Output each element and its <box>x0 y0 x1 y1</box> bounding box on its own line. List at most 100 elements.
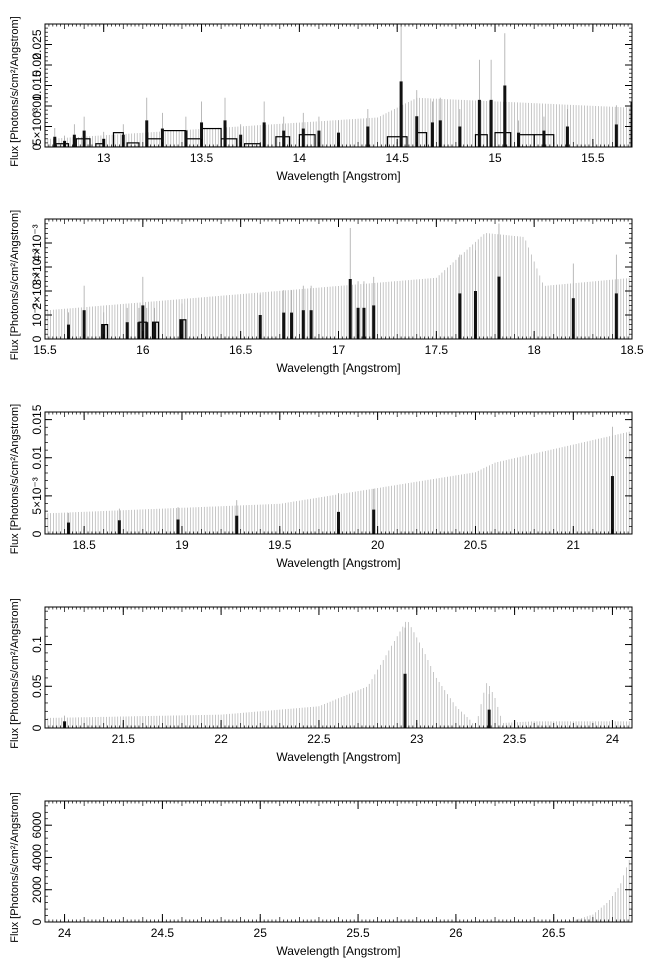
model-line <box>489 99 493 147</box>
model-line <box>301 310 305 339</box>
y-tick-label: 4000 <box>30 844 44 871</box>
x-tick-label: 21.5 <box>112 732 136 746</box>
spectrum-panel-3: 18.5 19 19.5 20 20.5 21 0 5×10⁻³ 0.01 0.015 Wavele… <box>9 404 633 570</box>
y-tick-label: 0.05 <box>30 674 44 698</box>
y-tick-label: 2×10⁻³ <box>30 272 44 309</box>
x-tick-label: 19 <box>175 538 189 552</box>
model-line <box>82 130 86 147</box>
plot-frame <box>44 800 633 923</box>
plot-area <box>45 25 632 147</box>
model-line <box>184 130 188 147</box>
model-line <box>430 122 434 147</box>
y-tick-label: 0 <box>30 918 44 925</box>
model-line <box>458 293 462 339</box>
model-line <box>160 128 164 147</box>
model-line <box>102 324 106 339</box>
x-tick-label: 15 <box>488 151 502 165</box>
model-line <box>141 305 145 339</box>
x-tick-label: 26 <box>449 926 463 940</box>
model-line <box>82 310 86 339</box>
x-tick-label: 17.5 <box>425 343 449 357</box>
y-tick-label: 2000 <box>30 876 44 903</box>
model-line <box>137 322 141 339</box>
model-line <box>610 476 614 534</box>
x-tick-label: 22 <box>214 732 228 746</box>
model-line <box>282 312 286 339</box>
model-line <box>145 120 149 147</box>
x-tick-label: 26.5 <box>542 926 566 940</box>
y-tick-label: 0 <box>30 143 44 150</box>
x-tick-label: 16 <box>136 343 150 357</box>
model-line <box>372 305 376 339</box>
x-tick-label: 13 <box>97 151 111 165</box>
y-tick-label: 5×10⁻³ <box>30 108 44 145</box>
x-tick-label: 20 <box>371 538 385 552</box>
x-tick-label: 19.5 <box>268 538 292 552</box>
plot-area <box>45 621 632 728</box>
model-line <box>614 124 618 147</box>
y-axis-label: Flux [Photons/s/cm²/Angstrom] <box>9 404 21 554</box>
model-line <box>415 116 419 147</box>
y-axis-label: Flux [Photons/s/cm²/Angstrom] <box>9 598 21 748</box>
x-tick-label: 16.5 <box>229 343 253 357</box>
model-line <box>571 298 575 339</box>
x-tick-label: 24 <box>58 926 72 940</box>
model-line <box>337 132 340 147</box>
model-line <box>317 130 321 147</box>
model-line <box>477 99 481 147</box>
plot-area <box>45 223 632 339</box>
x-axis-label: Wavelength [Angstrom] <box>276 361 400 375</box>
x-tick-label: 25 <box>254 926 268 940</box>
model-line <box>153 322 157 339</box>
y-tick-label: 10⁻³ <box>30 303 44 327</box>
y-tick-label: 0.025 <box>30 29 44 59</box>
y-tick-label: 4×10⁻³ <box>30 224 44 261</box>
y-tick-label: 0 <box>30 335 44 342</box>
spectrum-panel-1: 13 13.5 14 14.5 15 15.5 05×10⁻³0.010.0150.020.… <box>9 16 633 183</box>
y-tick-label: 3×10⁻³ <box>30 248 44 285</box>
model-line <box>282 130 286 147</box>
model-line <box>487 709 491 728</box>
x-tick-label: 14.5 <box>386 151 410 165</box>
y-tick-label: 5×10⁻³ <box>30 477 44 514</box>
x-tick-label: 18.5 <box>72 538 96 552</box>
model-line <box>503 85 507 147</box>
y-tick-label: 0.1 <box>30 636 44 653</box>
model-line <box>176 519 180 534</box>
y-axis-label: Flux [Photons/s/cm²/Angstrom] <box>9 16 21 166</box>
model-line <box>399 81 403 147</box>
spectrum-panel-2: 15.5 16 16.5 17 17.5 18 18.5 0 10⁻³2×10⁻³3×10⁻³4… <box>9 210 644 375</box>
model-line <box>337 511 340 534</box>
model-line <box>565 126 569 147</box>
model-line <box>145 322 149 339</box>
model-line <box>200 122 204 147</box>
x-axis-label: Wavelength [Angstrom] <box>276 944 400 958</box>
y-axis-label: Flux [Photons/s/cm²/Angstrom] <box>9 210 21 360</box>
model-line <box>630 101 632 147</box>
model-line <box>262 122 266 147</box>
x-tick-label: 24 <box>606 732 620 746</box>
y-tick-label: 0.01 <box>30 94 44 118</box>
y-tick-label: 0.01 <box>30 446 44 470</box>
x-tick-label: 23 <box>410 732 424 746</box>
model-line <box>290 312 294 339</box>
x-tick-label: 17 <box>332 343 346 357</box>
model-line <box>223 120 227 147</box>
x-tick-label: 18.5 <box>620 343 644 357</box>
model-line <box>348 279 352 339</box>
model-line <box>372 509 376 534</box>
y-tick-label: 0 <box>30 530 44 537</box>
model-line <box>403 673 407 728</box>
x-tick-label: 14 <box>293 151 307 165</box>
x-tick-label: 15.5 <box>33 343 57 357</box>
spectrum-panel-5: 24 24.5 25 25.5 26 26.5 0 2000 4000 6000 Wavelengt… <box>9 792 633 958</box>
model-line <box>121 134 125 147</box>
x-tick-label: 25.5 <box>346 926 370 940</box>
y-tick-label: 6000 <box>30 812 44 839</box>
model-step-box <box>386 136 408 147</box>
x-tick-label: 22.5 <box>307 732 331 746</box>
y-tick-label: 0.015 <box>30 404 44 434</box>
plot-area <box>45 853 632 922</box>
x-tick-label: 13.5 <box>190 151 214 165</box>
